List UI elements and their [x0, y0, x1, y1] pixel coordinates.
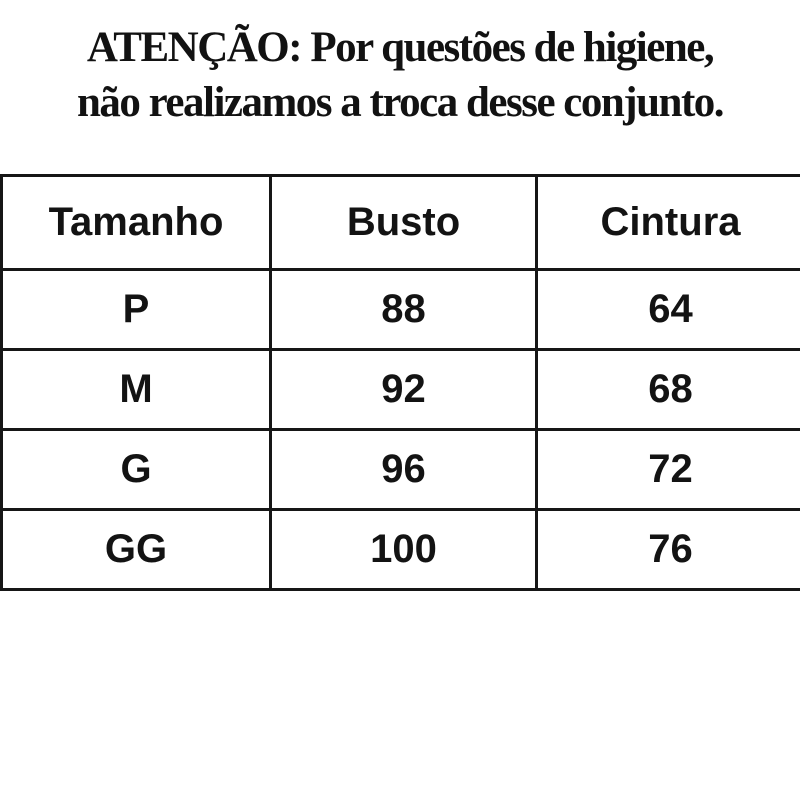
cintura-value: 72	[535, 428, 800, 511]
busto-value: 100	[269, 508, 538, 591]
size-label: M	[0, 348, 272, 431]
table-row-p: P 88 64	[0, 268, 800, 351]
size-chart-table: Tamanho Busto Cintura P 88 64 M 92 68 G …	[0, 174, 800, 591]
column-header-busto: Busto	[269, 174, 538, 271]
size-label: GG	[0, 508, 272, 591]
busto-value: 96	[269, 428, 538, 511]
column-header-tamanho: Tamanho	[0, 174, 272, 271]
size-chart-body: P 88 64 M 92 68 G 96 72 GG 100 76	[0, 268, 800, 591]
header-row: Tamanho Busto Cintura	[0, 174, 800, 271]
size-chart-header: Tamanho Busto Cintura	[0, 174, 800, 271]
busto-value: 88	[269, 268, 538, 351]
size-label: P	[0, 268, 272, 351]
column-header-cintura: Cintura	[535, 174, 800, 271]
hygiene-notice-line-1: ATENÇÃO: Por questões de higiene,	[86, 24, 715, 71]
cintura-value: 76	[535, 508, 800, 591]
cintura-value: 64	[535, 268, 800, 351]
cintura-value: 68	[535, 348, 800, 431]
busto-value: 92	[269, 348, 538, 431]
table-row-m: M 92 68	[0, 348, 800, 431]
hygiene-notice: ATENÇÃO: Por questões de higiene, não re…	[0, 0, 800, 130]
table-row-g: G 96 72	[0, 428, 800, 511]
hygiene-notice-line-2: não realizamos a troca desse conjunto.	[76, 79, 725, 126]
size-label: G	[0, 428, 272, 511]
table-row-gg: GG 100 76	[0, 508, 800, 591]
